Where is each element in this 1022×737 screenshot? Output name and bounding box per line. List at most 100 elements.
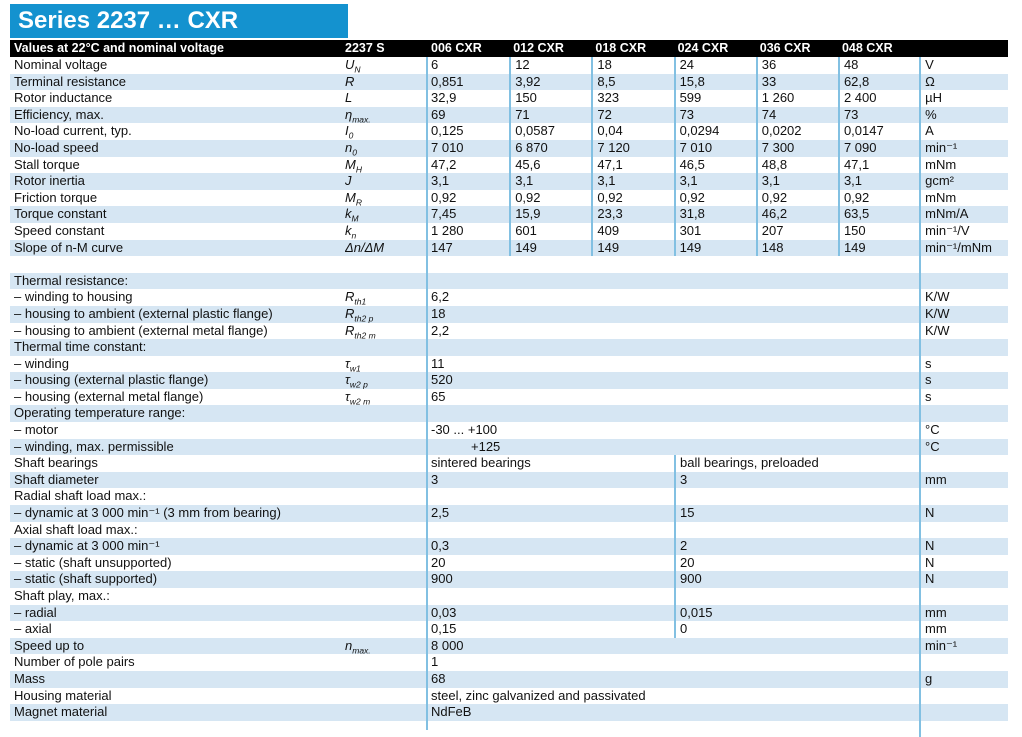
table-row: – housing (external plastic flange) τw2 p… [10, 372, 1008, 389]
table-row: Speed up to nmax. 8 000 min⁻¹ [10, 637, 1008, 655]
spec-table-body: Nominal voltage UN 6 12 18 24 36 48 V Terminal re… [10, 57, 1008, 737]
param-value: 0,125 [431, 123, 464, 139]
param-symbol: Rth1 [345, 289, 367, 306]
table-row: – dynamic at 3 000 min⁻¹ (3 mm from bear… [10, 505, 1008, 522]
param-value: 301 [673, 222, 756, 240]
page-title: Series 2237 … CXR [18, 7, 239, 34]
param-unit: min⁻¹/mNm [925, 239, 992, 255]
param-value: 0,0202 [755, 123, 838, 140]
param-unit [920, 488, 1008, 505]
param-value: 73 [673, 106, 756, 124]
table-row: Axial shaft load max.: [10, 521, 1008, 539]
param-symbol-cell: I0 [345, 123, 427, 140]
param-unit: °C [925, 438, 940, 454]
param-value: -30 ... +100 [431, 422, 498, 438]
param-value: 0,92 [591, 189, 673, 207]
param-value: 323 [591, 90, 673, 107]
param-value: 23,3 [591, 206, 673, 223]
table-row: – winding, max. permissible +125 °C [10, 438, 1008, 456]
param-value-ball: 15 [674, 505, 920, 522]
param-unit [920, 339, 1008, 356]
param-value: 7 010 [673, 139, 756, 157]
param-value: 0,92 [673, 189, 756, 207]
param-value: 409 [591, 222, 673, 240]
param-unit [920, 588, 1008, 605]
param-value: 520 [431, 372, 453, 388]
table-row: Shaft bearings sintered bearings ball bear… [10, 455, 1008, 472]
param-value: 1 [431, 654, 439, 670]
param-value-sintered: 0,15 [431, 621, 457, 637]
header-variant: 048 CXR [841, 41, 893, 55]
param-value: 0,92 [509, 189, 591, 207]
section-label: Axial shaft load max.: [14, 521, 138, 537]
table-row: Friction torque MR 0,92 0,92 0,92 0,92 0,92 0,9… [10, 189, 1008, 207]
param-value-sintered: 900 [431, 571, 453, 587]
table-header-bar: Values at 22°C and nominal voltage 2237 … [10, 40, 1008, 57]
param-value: 12 [509, 57, 591, 74]
param-label: Rotor inertia [14, 173, 85, 189]
section-label: Radial shaft load max.: [14, 488, 147, 504]
param-symbol: Δn/ΔM [345, 239, 385, 255]
param-value-right [674, 488, 920, 506]
param-symbol-cell: UN [345, 57, 427, 74]
param-value: 73 [837, 106, 920, 124]
param-value: 3,1 [509, 173, 591, 190]
param-value: 7 090 [837, 139, 920, 157]
param-value: 18 [431, 305, 446, 321]
param-label: – radial [14, 604, 57, 620]
param-unit: N [925, 571, 935, 587]
param-label: – motor [14, 422, 59, 438]
param-value-left [427, 588, 674, 605]
param-unit: mNm [925, 189, 957, 205]
param-label: – housing (external plastic flange) τw2 p [14, 372, 368, 389]
param-value: 3,1 [755, 173, 838, 190]
param-value-ball: 0,015 [674, 604, 920, 622]
param-unit: min⁻¹/V [925, 222, 970, 238]
table-row: Speed constant kn 1 280 601 409 301 207 150 min⁻… [10, 222, 1008, 240]
param-value: 3,1 [837, 173, 920, 190]
param-label: – dynamic at 3 000 min⁻¹ (3 mm from bear… [14, 505, 281, 521]
param-value [427, 405, 920, 422]
param-value: 74 [755, 106, 838, 124]
param-label: – housing (external metal flange) τw2 m [14, 388, 371, 406]
table-row: – radial 0,03 0,015 mm [10, 604, 1008, 622]
param-value: 2,2 [431, 322, 450, 338]
param-label: Rotor inductance [14, 90, 113, 106]
param-symbol-cell: kn [345, 223, 427, 240]
param-value-sintered: 0,3 [431, 538, 450, 554]
param-value: 1 260 [755, 90, 838, 107]
series-title-banner: Series 2237 … CXR [10, 4, 348, 38]
param-value: 149 [591, 239, 673, 257]
param-label: Efficiency, max. [14, 106, 104, 122]
param-symbol: Rth2 p [345, 305, 374, 323]
param-symbol-cell: R [345, 74, 427, 91]
table-row: Radial shaft load max.: [10, 488, 1008, 506]
param-label: Torque constant [14, 206, 107, 222]
param-unit [920, 405, 1008, 422]
param-value: 150 [837, 222, 920, 240]
param-symbol: R [345, 73, 355, 89]
table-row: Number of pole pairs 1 [10, 654, 1008, 671]
param-value-ball: ball bearings, preloaded [674, 455, 920, 472]
param-value: 46,5 [673, 156, 756, 174]
table-row: – winding to housing Rth1 6,2 K/W [10, 289, 1008, 306]
param-value: 18 [591, 57, 673, 74]
param-value: 147 [431, 239, 453, 255]
param-unit: s [925, 388, 932, 404]
param-value: 47,2 [431, 156, 457, 172]
param-symbol-cell: MR [345, 190, 427, 207]
table-row: Rotor inductance L 32,9 150 323 599 1 260 2 400… [10, 90, 1008, 107]
table-row: Thermal time constant: [10, 339, 1008, 356]
param-value: 0,0294 [673, 123, 756, 140]
param-value: 6,2 [431, 289, 450, 305]
param-value: 7,45 [431, 206, 457, 222]
header-variant: 036 CXR [759, 41, 811, 55]
section-label: Operating temperature range: [14, 405, 186, 421]
param-value: 0,851 [431, 73, 464, 89]
header-unit-spacer [920, 40, 1008, 57]
table-row: Slope of n-M curve Δn/ΔM 147 149 149 149 148 14… [10, 239, 1008, 257]
param-symbol: J [345, 173, 352, 189]
param-label: Terminal resistance [14, 73, 126, 89]
table-row: – housing to ambient (external metal fla… [10, 323, 1008, 340]
